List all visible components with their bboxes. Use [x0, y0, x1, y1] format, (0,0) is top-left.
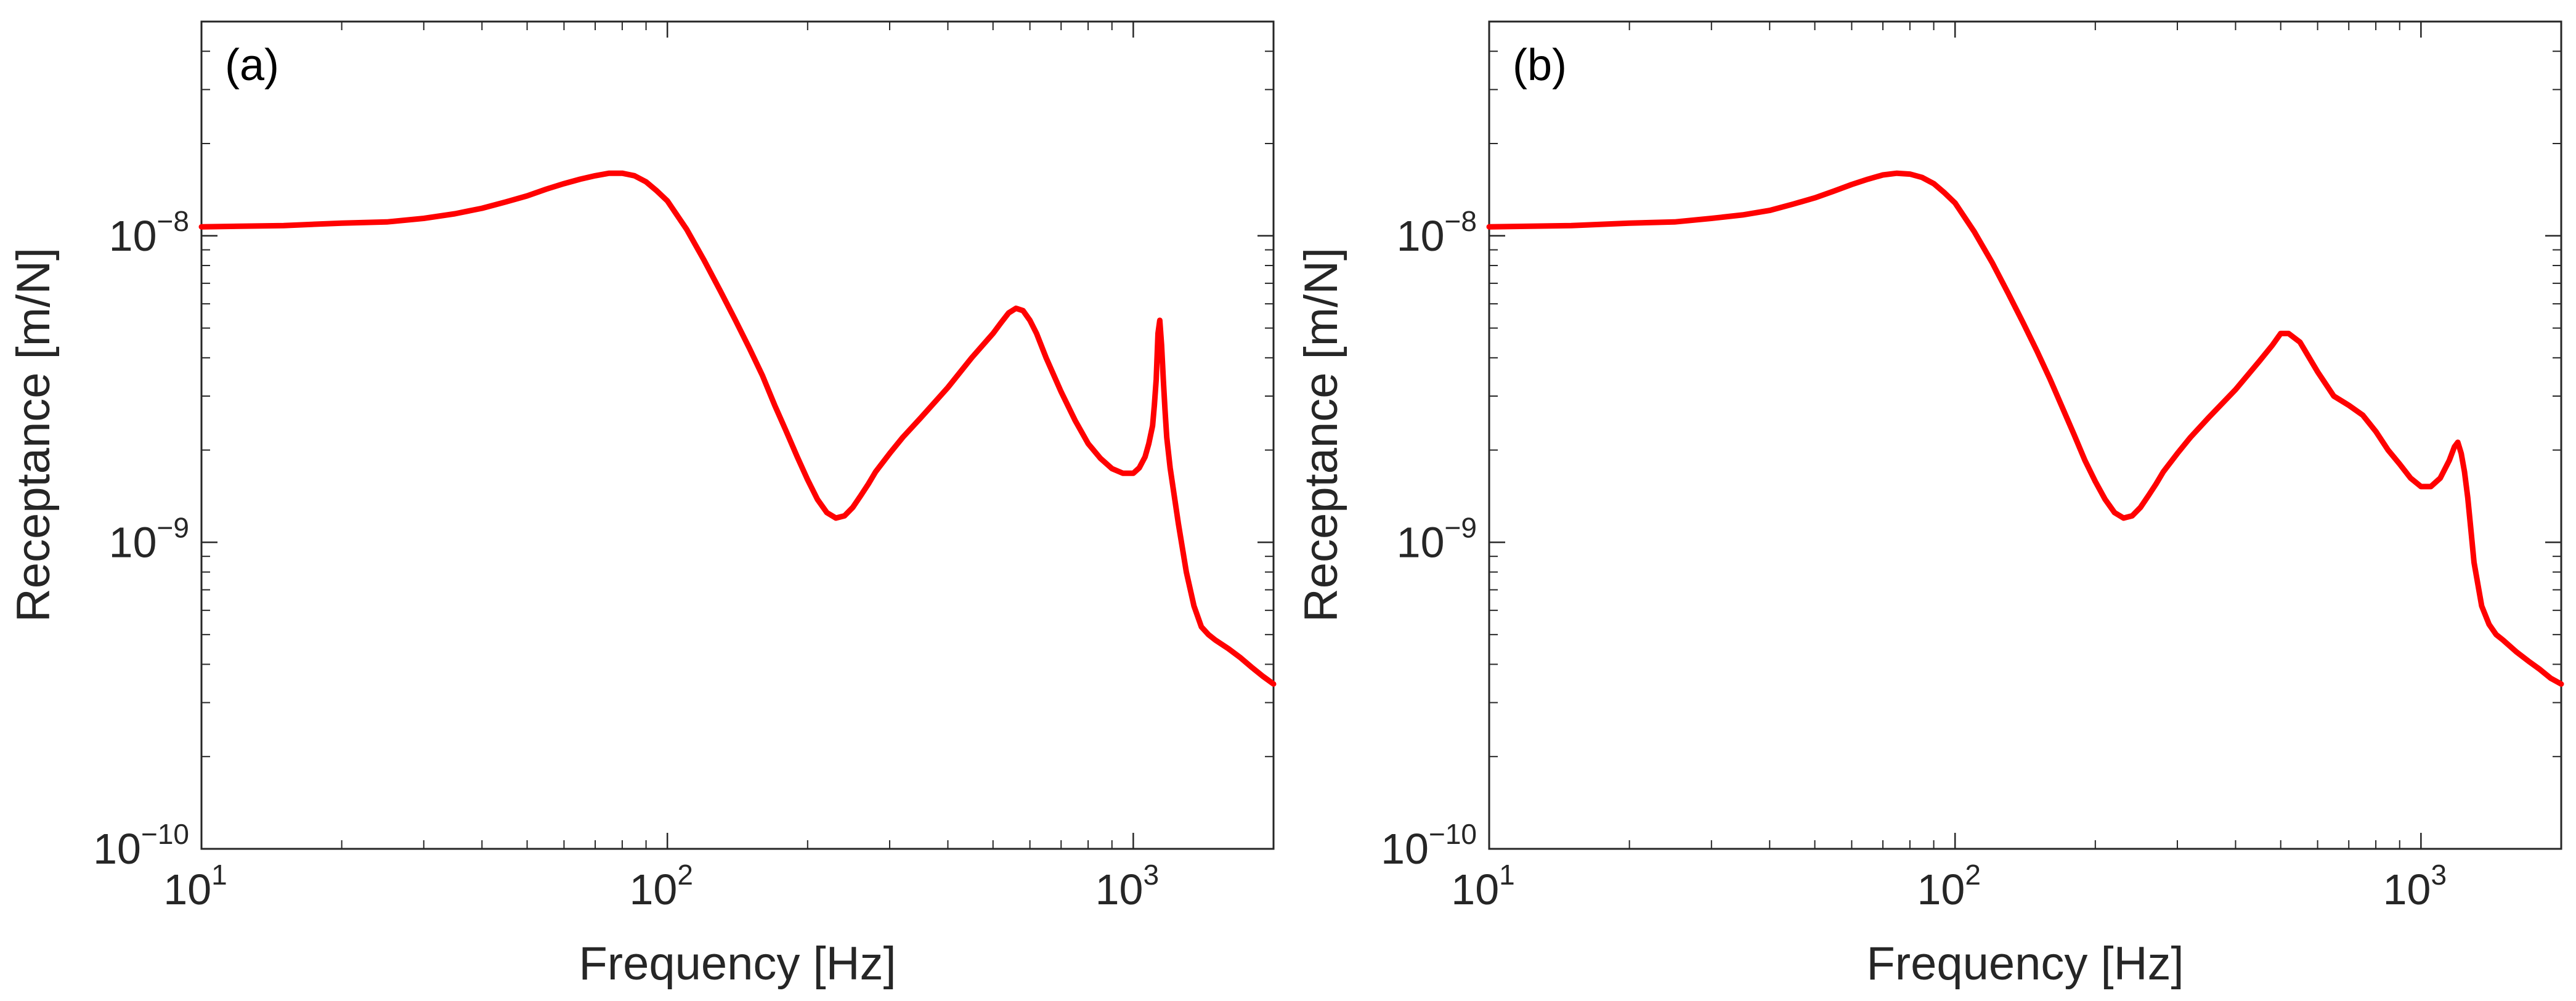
x-tick-label-b-0: 101 — [1451, 859, 1514, 914]
x-ticks-a — [200, 22, 1134, 849]
x-tick-labels-b: 101 102 103 — [1451, 859, 2447, 914]
y-tick-label-a-2: 10−8 — [109, 205, 189, 260]
y-tick-labels-a: 10−10 10−9 10−8 — [93, 205, 189, 873]
y-ticks-a — [201, 51, 1274, 850]
x-axis-label-a: Frequency [Hz] — [579, 938, 896, 990]
y-axis-label-b: Receptance [m/N] — [1295, 248, 1347, 622]
x-tick-label-b-2: 103 — [2383, 859, 2447, 914]
y-tick-labels-b: 10−10 10−9 10−8 — [1381, 205, 1477, 873]
y-tick-label-a-1: 10−9 — [109, 511, 189, 566]
y-tick-label-b-2: 10−8 — [1397, 205, 1477, 260]
x-axis-label-b: Frequency [Hz] — [1866, 938, 2184, 990]
x-tick-label-a-1: 102 — [629, 859, 693, 914]
series-line-b-receptance — [1486, 170, 2564, 687]
y-ticks-b — [1489, 51, 2561, 850]
plot-area-frame-b — [1488, 20, 2562, 850]
x-tick-labels-a: 101 102 103 — [163, 859, 1159, 914]
panel-label-b: (b) — [1513, 41, 1567, 90]
y-axis-label-a: Receptance [m/N] — [7, 248, 60, 622]
series-group-a — [198, 170, 1277, 687]
panel-label-a: (a) — [225, 41, 279, 90]
chart-panel-a: 101 102 103 10−10 10−9 10−8 (a) Frequency [H… — [7, 20, 1277, 990]
series-group-b — [1486, 170, 2564, 687]
chart-panel-b: 101 102 103 10−10 10−9 10−8 (b) Frequency [H… — [1295, 20, 2564, 990]
y-tick-label-b-0: 10−10 — [1381, 818, 1477, 873]
y-tick-label-b-1: 10−9 — [1397, 511, 1477, 566]
series-line-a-receptance — [198, 170, 1277, 687]
x-ticks-b — [1488, 22, 2422, 849]
x-tick-label-a-0: 101 — [163, 859, 227, 914]
x-tick-label-b-1: 102 — [1917, 859, 1980, 914]
x-tick-label-a-2: 103 — [1095, 859, 1159, 914]
y-tick-label-a-0: 10−10 — [93, 818, 189, 873]
plot-area-frame-a — [200, 20, 1275, 850]
